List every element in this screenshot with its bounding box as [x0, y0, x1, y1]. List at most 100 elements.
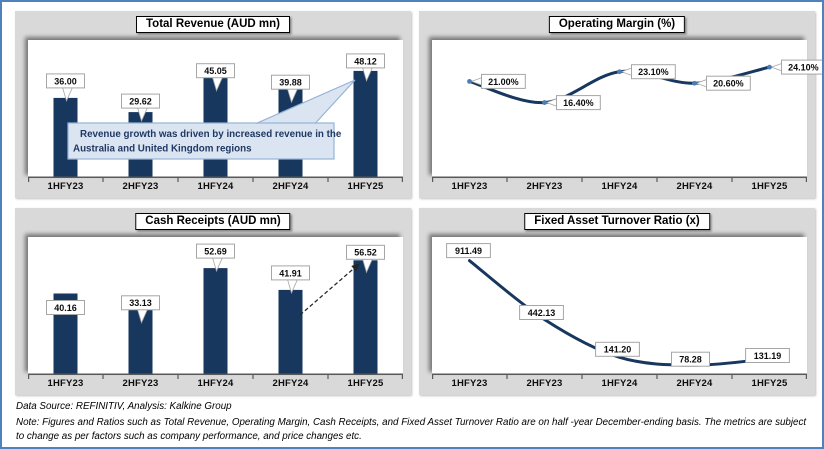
x-axis-label: 2HFY23	[526, 181, 563, 192]
callout-text: Revenue growth was driven by increased r…	[80, 129, 342, 140]
data-label: 23.10%	[617, 64, 676, 80]
plot-area: 21.00% 16.40% 23.10% 20.60% 24.10%	[432, 40, 822, 182]
chart-title: Fixed Asset Turnover Ratio (x)	[524, 213, 710, 230]
label-box	[46, 300, 85, 315]
x-axis-label: 1HFY23	[451, 181, 488, 192]
label-box	[781, 59, 822, 75]
x-axis-label: 1HFY24	[197, 181, 234, 192]
label-box	[595, 341, 640, 357]
x-axis-label: 2HFY23	[122, 181, 159, 192]
x-axis-label: 1HFY24	[197, 378, 234, 389]
label-text: 24.10%	[788, 63, 819, 73]
label-box	[121, 295, 160, 311]
label-box	[196, 243, 235, 259]
data-label: 29.62	[121, 93, 160, 123]
data-label: 39.88	[271, 74, 310, 104]
label-box	[446, 243, 491, 259]
point-marker	[692, 80, 697, 86]
label-box	[271, 74, 310, 90]
data-label: 33.13	[121, 295, 160, 324]
label-text: 29.62	[129, 96, 152, 106]
data-label: 40.16	[46, 300, 85, 315]
callout-box	[67, 122, 335, 160]
x-axis-label: 2HFY23	[526, 378, 563, 389]
callout-tail-outline	[255, 79, 356, 125]
x-axis-labels: 1HFY23 2HFY23 1HFY24 2HFY24 1HFY25	[432, 378, 807, 389]
line-series	[468, 259, 771, 367]
annotation-callout: Revenue growth was driven by increased r…	[67, 79, 356, 160]
point-marker	[467, 79, 472, 84]
bar	[353, 70, 378, 178]
plot-area: 911.49 442.13 141.20 78.28 131.19	[432, 237, 807, 379]
label-text: 41.91	[279, 268, 302, 278]
x-axis-label: 1HFY25	[347, 378, 384, 389]
data-label: 24.10%	[767, 59, 822, 75]
label-text: 33.13	[129, 298, 152, 308]
label-box	[271, 265, 310, 281]
label-box	[556, 95, 601, 111]
label-box	[121, 93, 160, 109]
x-axis-label: 1HFY25	[751, 378, 788, 389]
label-box	[481, 73, 526, 89]
chart-panel-cash-receipts: Cash Receipts (AUD mn) 40.16 33.13 52.69 41…	[15, 208, 411, 395]
bar	[278, 289, 303, 375]
x-axis-labels: 1HFY23 2HFY23 1HFY24 2HFY24 1HFY25	[28, 181, 403, 192]
label-tail	[545, 97, 558, 108]
bar	[203, 268, 228, 375]
x-axis-label: 1HFY23	[451, 378, 488, 389]
x-axis-label: 2HFY23	[122, 378, 159, 389]
footer-note: Note: Figures and Ratios such as Total R…	[16, 416, 807, 443]
data-label: 48.12	[346, 53, 385, 83]
data-label: 52.69	[196, 243, 235, 273]
label-text: 21.00%	[488, 77, 519, 87]
label-text: 78.28	[679, 355, 702, 365]
chart-panel-fixed-asset-turnover: Fixed Asset Turnover Ratio (x) 911.49 442…	[419, 208, 815, 395]
x-axis-label: 2HFY24	[676, 378, 713, 389]
x-axis-label: 1HFY23	[47, 181, 84, 192]
data-label: 36.00	[46, 73, 85, 103]
data-label: 16.40%	[542, 95, 601, 111]
plot-area: Revenue growth was driven by increased r…	[28, 40, 403, 182]
label-box	[346, 53, 385, 69]
x-axis-label: 1HFY24	[601, 181, 638, 192]
data-label: 45.05	[196, 63, 235, 92]
label-text: 16.40%	[563, 98, 594, 108]
label-tail	[695, 78, 708, 88]
label-text: 20.60%	[713, 79, 744, 89]
data-label: 78.28	[671, 351, 710, 367]
x-axis-label: 1HFY23	[47, 378, 84, 389]
point-marker	[767, 64, 772, 70]
label-box	[519, 305, 564, 320]
label-text: 442.13	[528, 308, 556, 318]
plot-area: 40.16 33.13 52.69 41.91 56.52	[28, 237, 403, 379]
label-box	[346, 244, 385, 260]
label-box	[745, 348, 790, 363]
x-axis-label: 1HFY25	[347, 181, 384, 192]
label-tail	[620, 67, 633, 77]
data-label: 56.52	[346, 244, 385, 274]
data-label: 41.91	[271, 265, 310, 295]
data-label: 131.19	[745, 348, 790, 363]
x-axis-labels: 1HFY23 2HFY23 1HFY24 2HFY24 1HFY25	[28, 378, 403, 389]
point-marker	[617, 69, 622, 75]
label-box	[196, 63, 235, 79]
x-axis-label: 2HFY24	[272, 378, 309, 389]
label-box	[46, 73, 85, 89]
data-label: 442.13	[519, 305, 564, 320]
label-box	[671, 351, 710, 367]
chart-title: Total Revenue (AUD mn)	[136, 16, 290, 33]
x-axis-label: 1HFY24	[601, 378, 638, 389]
data-label: 20.60%	[692, 75, 751, 91]
label-box	[706, 75, 751, 91]
label-tail	[770, 62, 783, 72]
label-text: 40.16	[54, 303, 77, 313]
footer: Data Source: REFINITIV, Analysis: Kalkin…	[16, 400, 816, 445]
label-box	[631, 64, 676, 80]
chart-panel-operating-margin: Operating Margin (%) 21.00% 16.40% 23.10% 2…	[419, 11, 822, 198]
label-text: 131.19	[754, 351, 782, 361]
x-axis-label: 1HFY25	[751, 181, 788, 192]
label-text: 911.49	[455, 246, 482, 256]
label-text: 45.05	[204, 66, 227, 76]
callout-text: Australia and United Kingdom regions	[73, 144, 252, 155]
footer-source: Data Source: REFINITIV, Analysis: Kalkin…	[16, 401, 232, 412]
